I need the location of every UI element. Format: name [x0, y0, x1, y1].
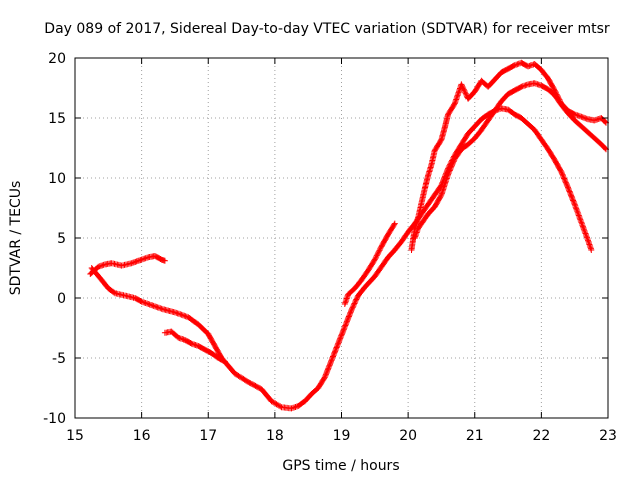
y-tick-label: 5 [57, 231, 66, 247]
data-series-track-4 [341, 220, 398, 307]
y-tick-label: -5 [52, 351, 66, 367]
x-tick-label: 16 [133, 428, 151, 444]
data-series-track-1 [87, 253, 168, 277]
y-tick-label: 20 [48, 51, 66, 67]
x-tick-label: 17 [199, 428, 217, 444]
data-layer [87, 59, 609, 412]
x-axis-label: GPS time / hours [282, 458, 399, 474]
x-tick-label: 21 [466, 428, 484, 444]
x-tick-label: 15 [66, 428, 84, 444]
y-tick-label: -10 [43, 411, 66, 427]
data-series-track-6 [411, 80, 609, 241]
data-series-track-3 [161, 328, 228, 365]
x-tick-label: 18 [266, 428, 284, 444]
series-markers [161, 328, 228, 365]
y-tick-label: 15 [48, 111, 66, 127]
x-tick-label: 22 [532, 428, 550, 444]
axis-ticks: 15 16 17 18 19 20 21 22 23 -10 -5 0 5 10 15 20 [43, 51, 617, 444]
y-tick-label: 0 [57, 291, 66, 307]
series-markers [341, 220, 398, 307]
x-tick-label: 19 [333, 428, 351, 444]
x-tick-label: 20 [399, 428, 417, 444]
x-tick-label: 23 [599, 428, 617, 444]
series-markers [87, 253, 168, 277]
y-tick-label: 10 [48, 171, 66, 187]
series-markers [411, 80, 609, 241]
y-axis-label: SDTVAR / TECUs [8, 181, 24, 296]
chart-title: Day 089 of 2017, Sidereal Day-to-day VTE… [44, 21, 610, 37]
